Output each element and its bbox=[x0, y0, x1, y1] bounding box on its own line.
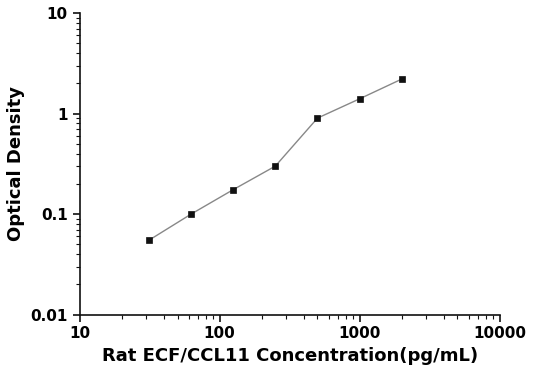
Y-axis label: Optical Density: Optical Density bbox=[7, 86, 25, 241]
X-axis label: Rat ECF/CCL11 Concentration(pg/mL): Rat ECF/CCL11 Concentration(pg/mL) bbox=[102, 347, 478, 365]
